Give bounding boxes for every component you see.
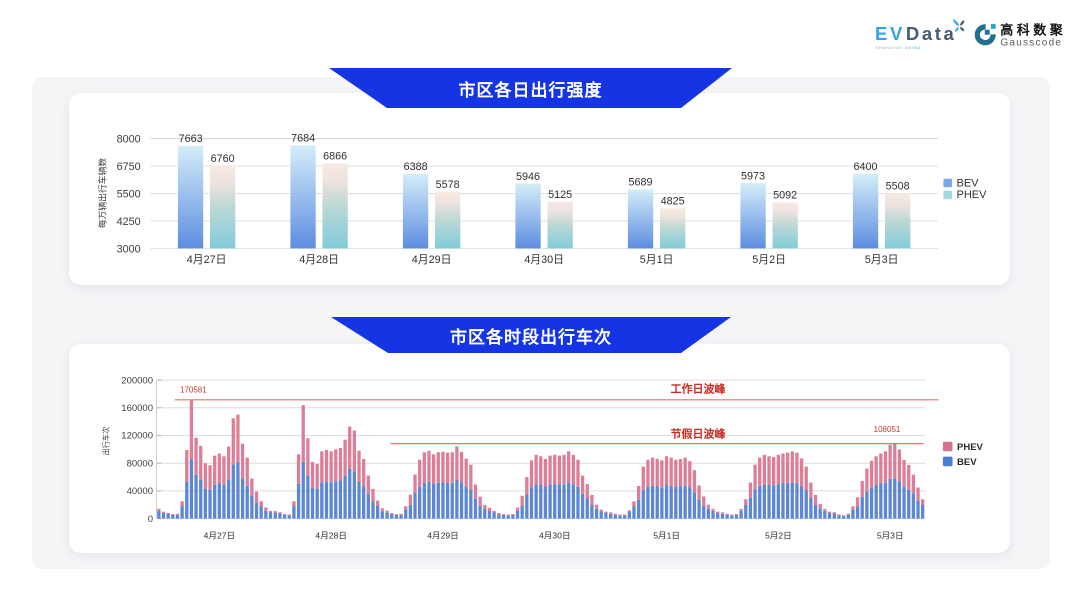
svg-text:7684: 7684: [291, 133, 315, 145]
svg-text:5946: 5946: [516, 171, 540, 183]
svg-text:120000: 120000: [121, 431, 153, 442]
svg-text:160000: 160000: [121, 403, 153, 414]
svg-text:6388: 6388: [404, 161, 428, 173]
svg-text:5125: 5125: [548, 189, 572, 201]
svg-text:5973: 5973: [741, 170, 765, 182]
svg-text:4月29日: 4月29日: [427, 531, 459, 541]
svg-text:高科数聚: 高科数聚: [1000, 23, 1066, 38]
svg-text:5月2日: 5月2日: [752, 254, 786, 266]
svg-text:4月28日: 4月28日: [299, 254, 339, 266]
svg-text:108051: 108051: [874, 425, 901, 434]
svg-text:8000: 8000: [117, 134, 141, 146]
svg-text:5月2日: 5月2日: [765, 531, 792, 541]
svg-text:5092: 5092: [773, 190, 797, 202]
svg-text:7663: 7663: [179, 133, 203, 145]
svg-text:6750: 6750: [117, 161, 141, 173]
svg-text:5月1日: 5月1日: [653, 531, 680, 541]
svg-text:BEV: BEV: [957, 177, 980, 189]
svg-text:出行车次: 出行车次: [102, 427, 111, 456]
svg-text:5月1日: 5月1日: [640, 254, 674, 266]
svg-text:6400: 6400: [853, 161, 877, 173]
svg-text:SHANGHAI CHINA: SHANGHAI CHINA: [876, 45, 922, 50]
svg-text:5689: 5689: [628, 177, 652, 189]
svg-text:BEV: BEV: [957, 457, 977, 468]
svg-text:5月3日: 5月3日: [877, 531, 904, 541]
svg-text:4月29日: 4月29日: [412, 254, 452, 266]
svg-text:5578: 5578: [436, 179, 460, 191]
svg-text:3000: 3000: [117, 244, 141, 256]
svg-text:每万辆出行车辆数: 每万辆出行车辆数: [97, 158, 108, 229]
svg-text:6760: 6760: [211, 153, 235, 165]
svg-text:PHEV: PHEV: [957, 189, 988, 201]
svg-text:170581: 170581: [180, 385, 207, 394]
svg-text:0: 0: [148, 514, 153, 525]
svg-text:PHEV: PHEV: [957, 442, 984, 453]
svg-text:4250: 4250: [117, 216, 141, 228]
svg-text:4月28日: 4月28日: [315, 531, 347, 541]
svg-text:200000: 200000: [121, 375, 153, 386]
svg-text:EVData: EVData: [875, 23, 956, 44]
svg-text:Gausscode: Gausscode: [1000, 38, 1062, 49]
svg-text:节假日波峰: 节假日波峰: [671, 427, 727, 441]
svg-text:5500: 5500: [117, 189, 141, 201]
svg-text:4825: 4825: [661, 196, 685, 208]
svg-text:6866: 6866: [323, 151, 347, 163]
svg-text:4月27日: 4月27日: [204, 531, 236, 541]
svg-text:80000: 80000: [127, 458, 153, 469]
svg-text:40000: 40000: [127, 486, 153, 497]
svg-text:工作日波峰: 工作日波峰: [671, 382, 727, 396]
svg-text:5月3日: 5月3日: [865, 254, 899, 266]
svg-text:4月27日: 4月27日: [187, 254, 227, 266]
svg-text:5508: 5508: [886, 181, 910, 193]
svg-text:4月30日: 4月30日: [524, 254, 564, 266]
svg-text:4月30日: 4月30日: [539, 531, 571, 541]
